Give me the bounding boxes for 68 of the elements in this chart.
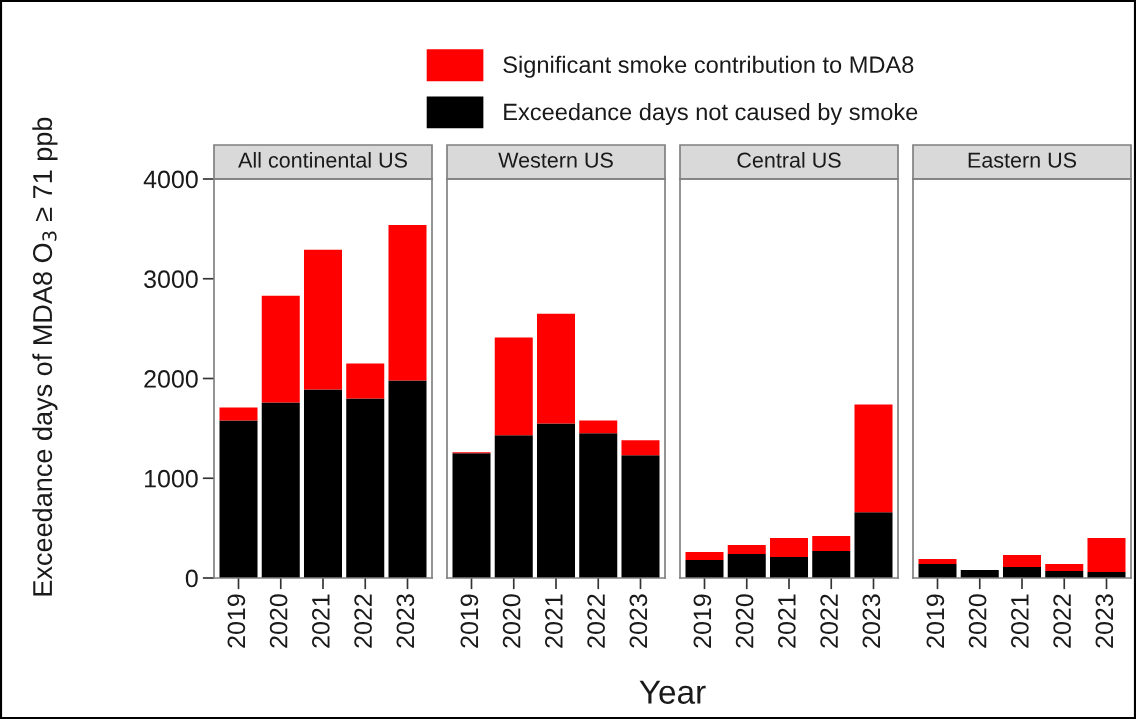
bar [494, 337, 533, 436]
y-tick-label: 1000 [145, 469, 198, 488]
bar [261, 295, 300, 403]
x-tick-label: 2022 [354, 594, 372, 648]
bar [452, 453, 491, 578]
bar [685, 560, 724, 578]
bar [579, 433, 618, 578]
bar [854, 512, 893, 578]
bar [769, 538, 809, 558]
legend-label: Exceedance days not caused by smoke [504, 102, 918, 125]
x-tick-label: 2022 [587, 594, 605, 648]
bar [261, 402, 300, 578]
bar [346, 363, 385, 399]
x-tick-label: 2021 [545, 594, 563, 648]
bar [536, 423, 576, 578]
bar [1002, 555, 1042, 568]
bar [854, 404, 893, 513]
bar [685, 552, 724, 561]
x-tick-label: 2020 [968, 594, 987, 648]
y-tick-label: 0 [185, 569, 198, 588]
chart-title: Central US [737, 151, 841, 168]
bar [1045, 564, 1084, 572]
chart-title: All continental US [238, 151, 407, 168]
x-tick-label: 2019 [693, 594, 712, 648]
bar [918, 564, 957, 578]
bar [303, 249, 343, 390]
chart-title: Western US [498, 152, 613, 168]
y-tick-label: 4000 [143, 170, 198, 189]
x-tick-label: 2021 [1011, 594, 1029, 648]
x-tick-label: 2021 [778, 594, 796, 648]
bar [727, 545, 766, 555]
bar [219, 420, 258, 578]
chart-title: Eastern US [968, 152, 1077, 168]
y-axis-title: Exceedance days of MDA8 O$_{3}$ ≥ 71 ppb [32, 117, 58, 596]
bar [1087, 538, 1126, 573]
bar [812, 551, 851, 578]
bar [346, 398, 385, 578]
bar [918, 559, 957, 565]
x-tick-label: 2022 [1053, 594, 1071, 648]
x-tick-label: 2020 [735, 594, 754, 648]
x-tick-label: 2019 [227, 594, 246, 648]
bar [1002, 567, 1042, 578]
bar [621, 440, 660, 456]
y-tick-label: 2000 [144, 370, 198, 388]
text: Year [639, 680, 706, 704]
x-tick-label: 2021 [312, 594, 330, 648]
x-tick-label: 2019 [926, 594, 945, 648]
bar [388, 224, 427, 381]
y-tick-label: 3000 [144, 270, 198, 289]
x-tick-label: 2023 [629, 594, 648, 648]
bar [579, 420, 618, 434]
x-tick-label: 2023 [1095, 594, 1114, 648]
x-tick-label: 2020 [502, 594, 521, 648]
x-tick-label: 2019 [460, 594, 479, 648]
bar [303, 389, 343, 578]
x-tick-label: 2023 [862, 594, 881, 648]
x-tick-label: 2023 [396, 594, 415, 648]
bar [812, 536, 851, 552]
bar [219, 407, 258, 421]
legend-label: Significant smoke contribution to MDA8 [503, 55, 914, 78]
bar [536, 313, 576, 424]
bar [388, 380, 427, 578]
bar [494, 435, 533, 578]
bar [769, 557, 809, 578]
bar [621, 455, 660, 578]
bar [727, 554, 766, 578]
x-tick-label: 2020 [269, 594, 288, 648]
x-tick-label: 2022 [820, 594, 838, 648]
